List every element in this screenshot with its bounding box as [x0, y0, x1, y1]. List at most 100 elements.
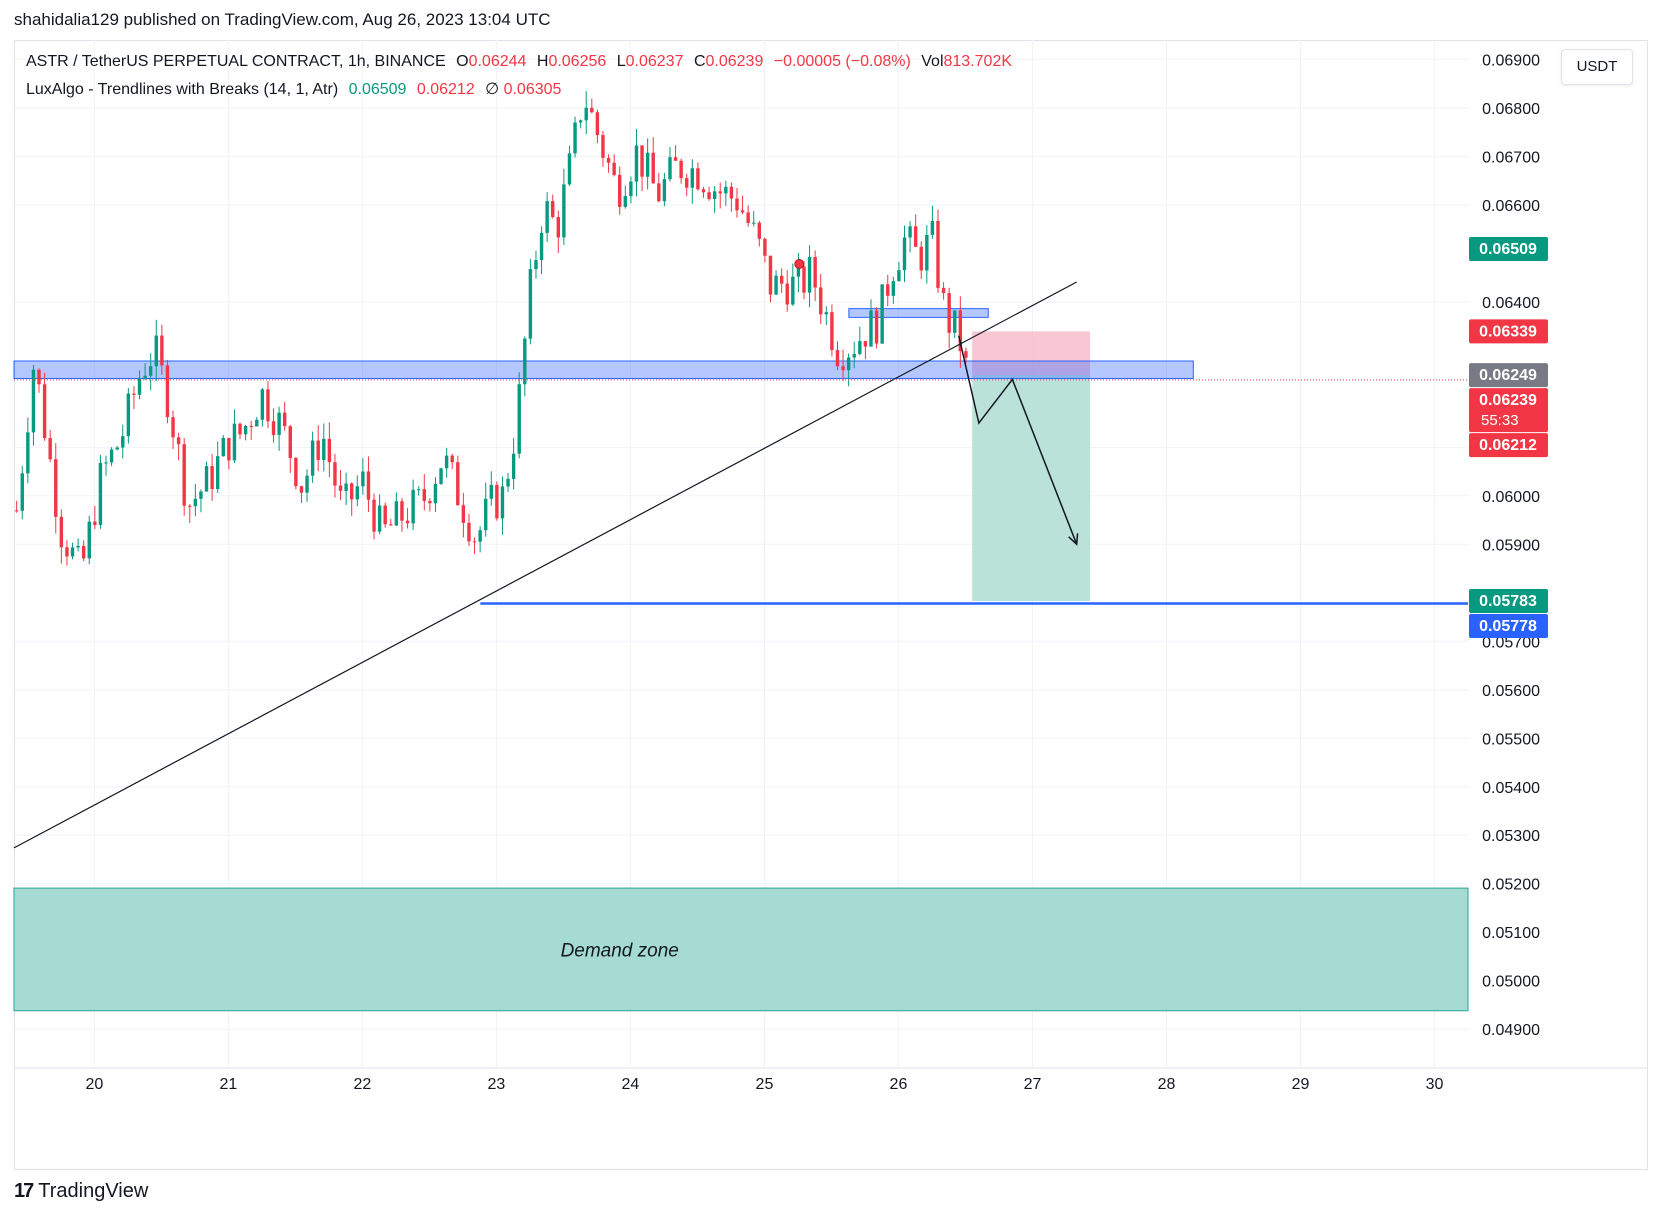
high-label: H — [536, 53, 549, 70]
candle-body — [618, 174, 622, 207]
demand-zone-rect — [13, 887, 1469, 1012]
candle-body — [590, 107, 594, 113]
candle-body — [143, 375, 147, 378]
candle-body — [858, 341, 862, 354]
candle-body — [578, 120, 583, 123]
candle-body — [467, 522, 471, 542]
candle-body — [389, 524, 393, 526]
candle-body — [160, 335, 164, 366]
candle-body — [165, 365, 170, 418]
candle-body — [964, 351, 968, 358]
candle-body — [428, 500, 432, 504]
x-tick-label: 29 — [1292, 1076, 1310, 1093]
candle-body — [752, 222, 756, 224]
candle-body — [796, 266, 801, 277]
price-labels: 0.06509 0.06339 0.06249 0.06239 55:33 0.06212… — [1469, 236, 1548, 639]
candle-body — [316, 440, 320, 461]
candle-body — [897, 270, 901, 282]
candle-body — [355, 486, 359, 500]
arrow-head — [1068, 533, 1079, 546]
candle-body — [500, 486, 505, 519]
candle-body — [768, 255, 773, 295]
candle-body — [31, 369, 36, 433]
candle-body — [913, 226, 918, 247]
candle-body — [668, 157, 672, 180]
candle-body — [199, 491, 203, 499]
candle-body — [126, 393, 131, 437]
projected-path-arrow — [958, 335, 1078, 545]
y-tick-label: 0.06600 — [1482, 198, 1540, 215]
candle-body — [65, 547, 69, 557]
y-tick-label: 0.05000 — [1482, 974, 1540, 991]
candle-body — [215, 456, 220, 490]
price-label-text: 0.06239 — [1479, 392, 1537, 409]
y-tick-label: 0.06400 — [1482, 295, 1540, 312]
candle-body — [919, 246, 923, 271]
x-tick-label: 22 — [354, 1076, 372, 1093]
vol-value: 813.702K — [943, 53, 1013, 70]
y-tick-label: 0.05900 — [1482, 537, 1540, 554]
low-label: L — [616, 53, 626, 70]
candle-body — [657, 183, 661, 202]
indicator-empty-symbol: ∅ — [485, 81, 500, 98]
x-tick-label: 28 — [1158, 1076, 1176, 1093]
price-label-bg — [1469, 388, 1548, 433]
candle-body — [478, 530, 482, 542]
close-label: C — [693, 53, 706, 70]
indicator-name[interactable]: LuxAlgo - Trendlines with Breaks (14, 1,… — [26, 81, 339, 98]
candle-body — [344, 483, 348, 491]
candle-body — [417, 489, 421, 491]
y-tick-label: 0.05700 — [1482, 634, 1540, 651]
price-label-text: 0.06509 — [1479, 241, 1537, 258]
candle-body — [891, 281, 896, 296]
price-label-bg — [1469, 589, 1548, 614]
candle-body — [210, 466, 214, 490]
y-tick-label: 0.05100 — [1482, 925, 1540, 942]
candle-body — [439, 468, 443, 484]
candle-body — [238, 423, 242, 435]
candle-body — [422, 489, 426, 501]
currency-button[interactable]: USDT — [1561, 49, 1633, 85]
candle-body — [176, 437, 181, 445]
candle-body — [48, 438, 52, 460]
y-tick-label: 0.05600 — [1482, 683, 1540, 700]
candle-body — [400, 501, 404, 521]
candle-body — [42, 384, 47, 439]
tradingview-logo[interactable]: 17 TradingView — [14, 1180, 148, 1203]
candle-body — [383, 505, 387, 525]
open-value: 0.06244 — [468, 53, 527, 70]
candle-body — [785, 283, 789, 305]
candle-body — [20, 473, 24, 511]
candle-body — [495, 484, 499, 519]
candle-body — [573, 122, 577, 154]
candle-body — [846, 357, 851, 371]
candle-body — [456, 462, 460, 506]
candle-body — [629, 181, 633, 197]
candle-body — [305, 475, 309, 493]
candle-body — [690, 168, 695, 188]
y-tick-label: 0.06800 — [1482, 101, 1540, 118]
candle-body — [171, 417, 175, 438]
price-label-bg — [1469, 319, 1548, 344]
legend-symbol-row[interactable]: ASTR / TetherUS PERPETUAL CONTRACT, 1h, … — [26, 53, 1018, 71]
candle-body — [93, 521, 97, 525]
candle-body — [511, 453, 516, 479]
candle-body — [154, 335, 158, 367]
take-profit-box — [972, 375, 1091, 602]
candle-body — [523, 338, 527, 385]
candle-body — [774, 275, 778, 295]
indicator-value-2: 0.06212 — [416, 81, 475, 98]
legend-indicator-row[interactable]: LuxAlgo - Trendlines with Breaks (14, 1,… — [26, 79, 567, 99]
price-label-text: 0.05778 — [1479, 618, 1537, 635]
candle-body — [712, 191, 717, 200]
price-label-text: 0.06339 — [1479, 323, 1537, 340]
candle-body — [863, 341, 868, 347]
price-label-text: 0.06249 — [1479, 367, 1537, 384]
candle-body — [595, 112, 600, 136]
symbol-name[interactable]: ASTR / TetherUS PERPETUAL CONTRACT, 1h, … — [26, 53, 446, 70]
candle-body — [489, 484, 493, 499]
candle-body — [70, 547, 75, 557]
candle-body — [14, 510, 19, 512]
candle-body — [87, 521, 91, 559]
